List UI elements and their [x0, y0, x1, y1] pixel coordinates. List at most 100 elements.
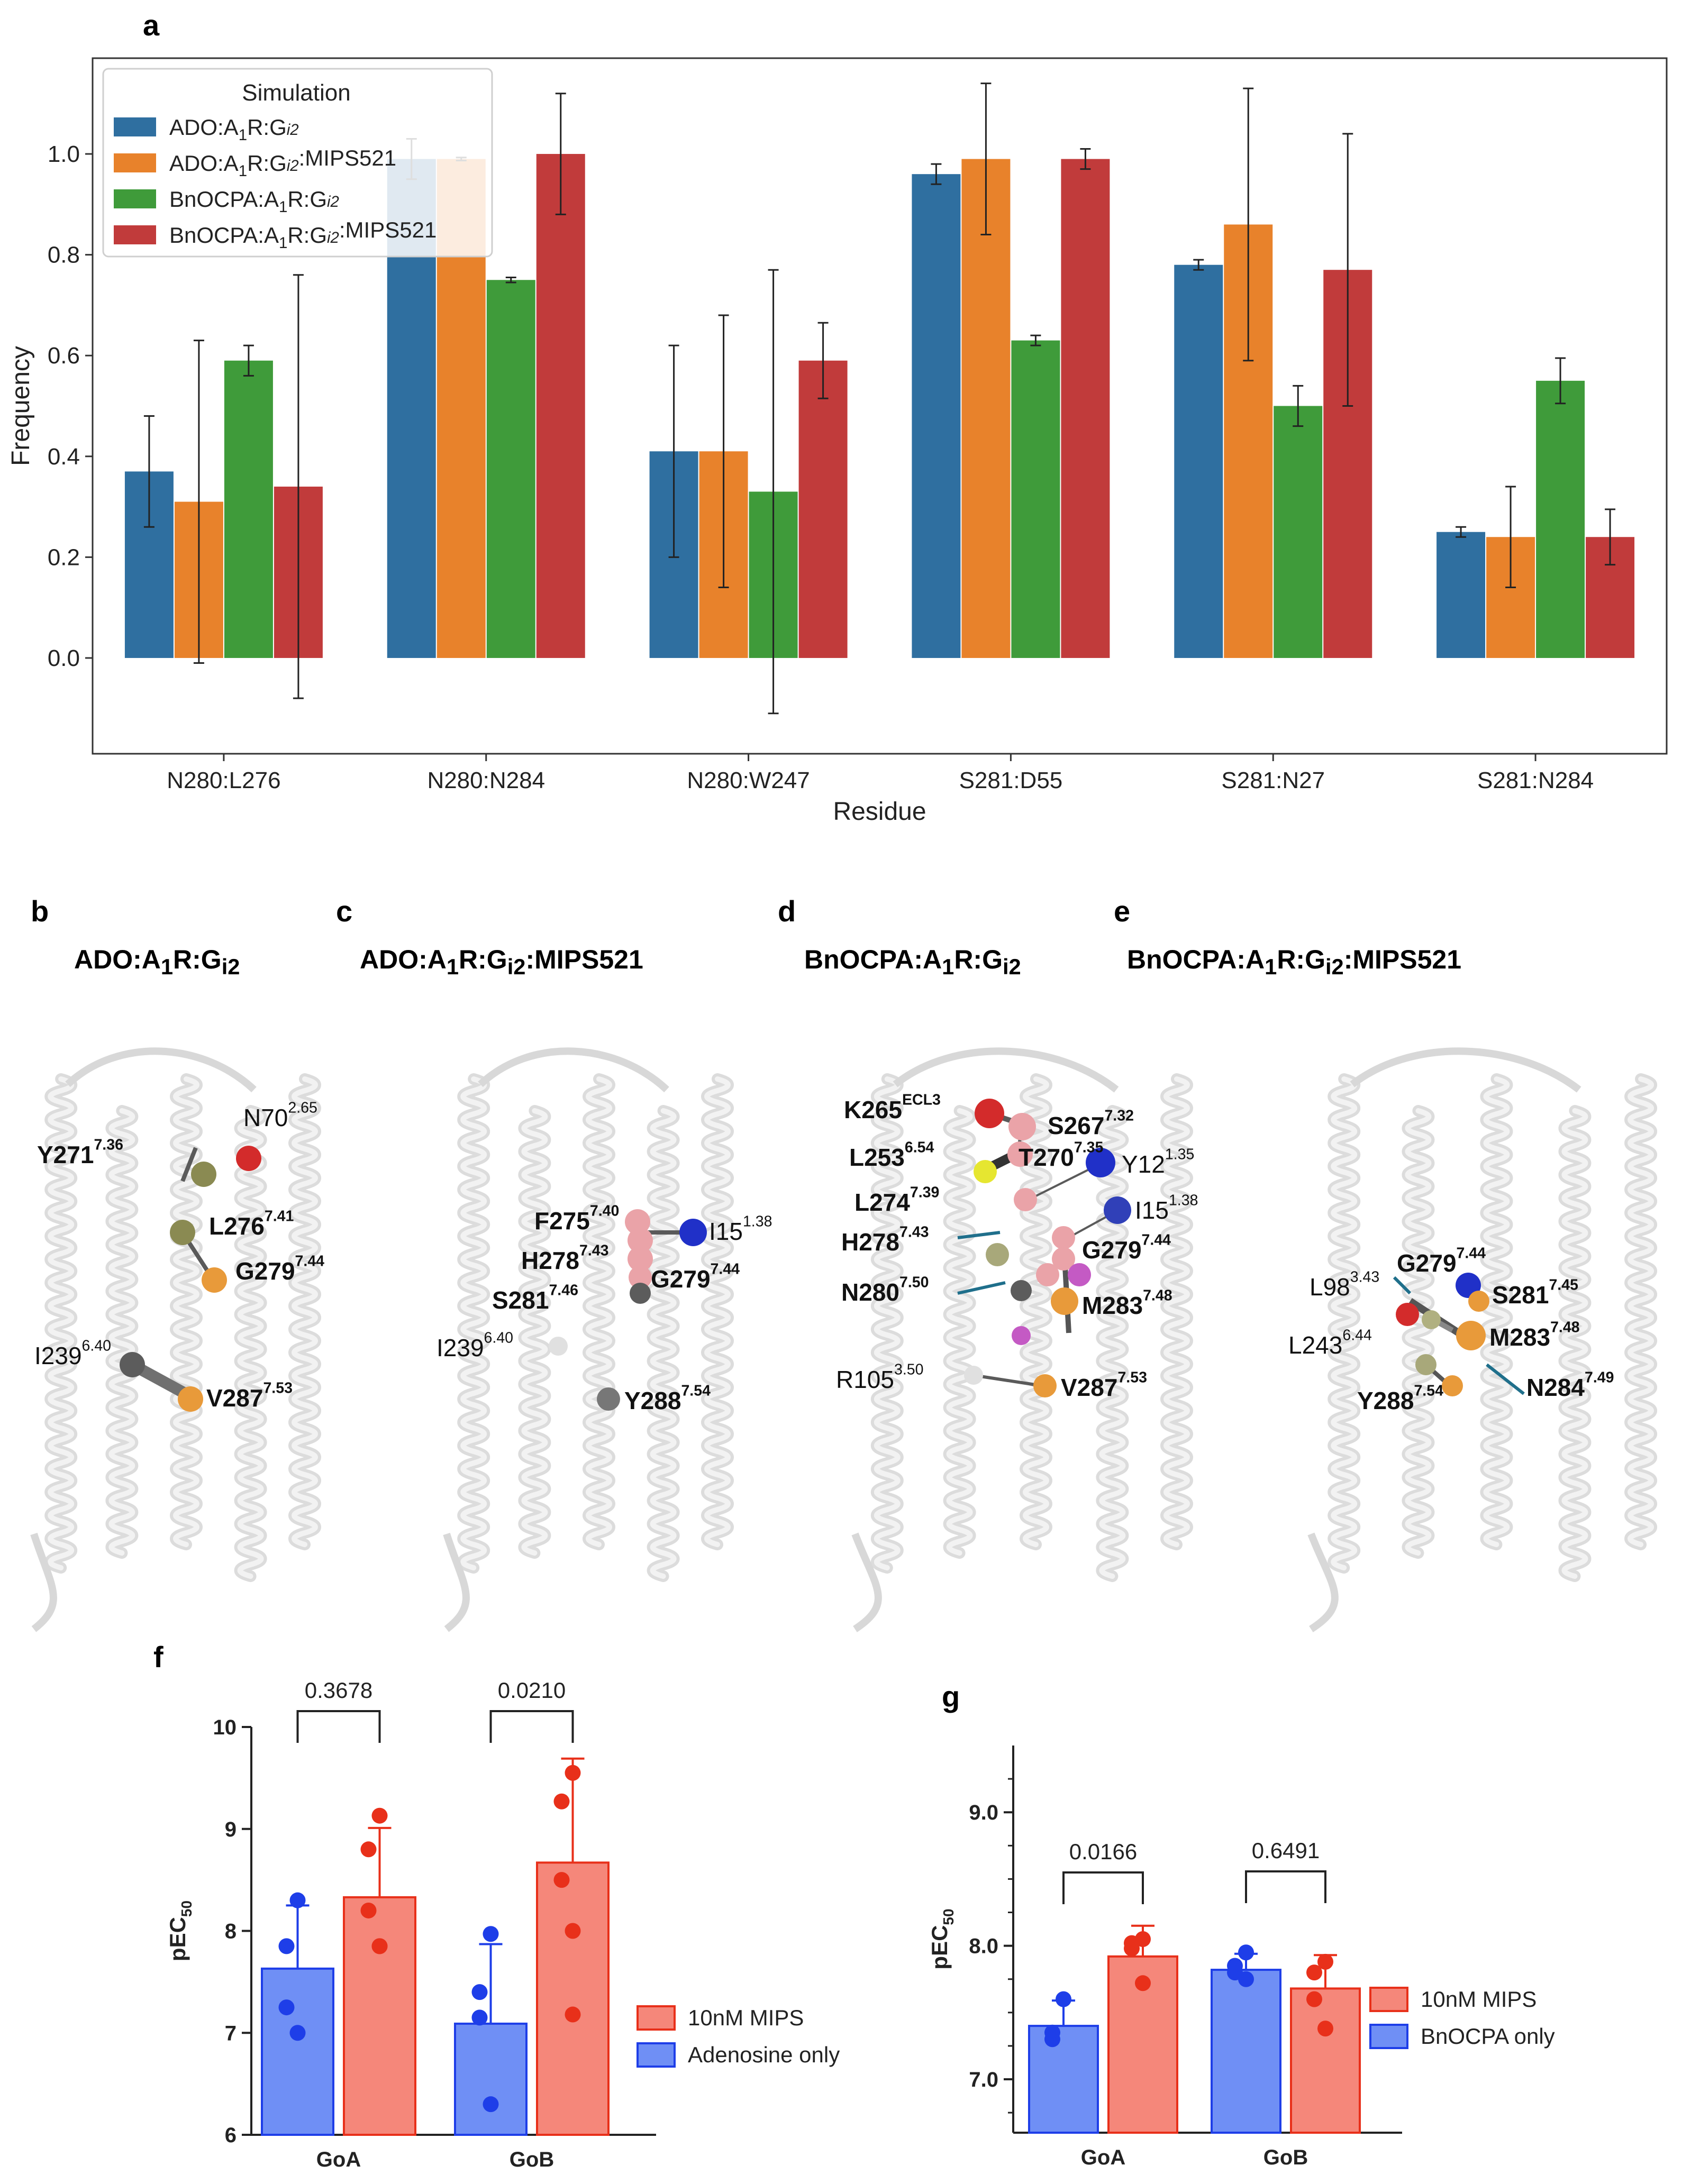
- significance-bracket: [296, 1710, 381, 1743]
- residue-sphere: [597, 1387, 620, 1411]
- residue-sphere: [629, 1266, 652, 1289]
- data-point: [565, 2006, 581, 2023]
- data-point: [553, 1793, 570, 1810]
- title-c: ADO:A1R:Gi2:MIPS521: [360, 945, 643, 979]
- residue-sphere: [191, 1162, 216, 1187]
- data-point: [360, 1902, 377, 1918]
- residue-sphere: [1008, 1113, 1036, 1140]
- helix-highlight: [1023, 1076, 1049, 1547]
- bar: [343, 1896, 416, 2136]
- residue-spheres: [957, 1099, 1131, 1397]
- data-point: [471, 1984, 488, 2000]
- data-point: [471, 2009, 488, 2026]
- panel-letter-e: e: [1114, 894, 1131, 928]
- data-point: [553, 1872, 570, 1888]
- bar: [1274, 406, 1323, 658]
- x-tick-label: GoB: [510, 2148, 554, 2171]
- residue-label: N702.65: [243, 1099, 317, 1131]
- residue-label: G2797.44: [235, 1253, 325, 1285]
- data-point: [1238, 1944, 1254, 1961]
- loop-ribbon: [893, 1047, 1119, 1093]
- x-tick-label: S281:N27: [1221, 767, 1325, 793]
- panel-letter-b: b: [31, 894, 49, 928]
- residue-sphere: [1442, 1375, 1463, 1396]
- y-tick-label: 0.4: [48, 444, 80, 470]
- residue-sphere: [1036, 1263, 1059, 1286]
- residue-sphere: [1068, 1263, 1091, 1286]
- data-point: [1044, 2031, 1060, 2048]
- residue-label: S2677.32: [1048, 1107, 1134, 1139]
- residue-sphere: [1104, 1196, 1131, 1224]
- panel-letter-d: d: [778, 894, 796, 928]
- residue-sphere: [202, 1267, 227, 1293]
- helix-highlight: [704, 1076, 731, 1547]
- plot-frame: [92, 57, 1668, 755]
- residue-sphere: [1422, 1310, 1441, 1329]
- helix-highlight: [946, 1108, 973, 1556]
- residue-sphere: [964, 1366, 983, 1385]
- y-tick-label: 9.0: [969, 1801, 998, 1824]
- residue-sphere: [1052, 1226, 1075, 1249]
- helix-highlight: [460, 1076, 487, 1570]
- residue-label: L2436.44: [1288, 1327, 1372, 1359]
- legend-swatch: [114, 117, 156, 136]
- data-point: [289, 1892, 306, 1908]
- legend-label: BnOCPA:A1R:Gi2: [169, 187, 339, 216]
- p-value-label: 0.0210: [498, 1678, 566, 1703]
- residue-label: Y121.35: [1122, 1146, 1195, 1178]
- residue-label: G2797.44: [1082, 1231, 1171, 1264]
- helix-highlight: [1628, 1076, 1654, 1547]
- y-tick-label: 0.2: [48, 544, 80, 570]
- residue-sphere: [1415, 1354, 1436, 1375]
- data-point: [360, 1841, 377, 1858]
- residue-sphere: [679, 1219, 707, 1246]
- bar: [1436, 532, 1486, 658]
- residue-label: K265ECL3: [844, 1091, 941, 1123]
- legend-swatch: [114, 225, 156, 244]
- legend-swatch: [114, 153, 156, 172]
- residue-label: I2396.40: [34, 1337, 112, 1369]
- residue-sphere: [1468, 1291, 1489, 1312]
- residue-label: I151.38: [709, 1213, 772, 1245]
- residue-sphere: [1052, 1247, 1075, 1271]
- bar: [536, 1861, 610, 2136]
- helix-highlight: [1483, 1076, 1510, 1547]
- residue-label: T2707.35: [1019, 1139, 1104, 1171]
- legend-label: 10nM MIPS: [1421, 1987, 1536, 2012]
- residue-sphere: [1012, 1326, 1031, 1345]
- residue-label: M2837.48: [1082, 1287, 1172, 1319]
- title-e: BnOCPA:A1R:Gi2:MIPS521: [1127, 945, 1462, 979]
- x-tick-label: GoA: [316, 2148, 361, 2171]
- loop-ribbon: [30, 1532, 57, 1632]
- residue-label: I2396.40: [437, 1329, 514, 1361]
- data-point: [1124, 1940, 1140, 1957]
- residue-label: N2847.49: [1526, 1369, 1614, 1401]
- bar: [454, 2022, 528, 2136]
- x-tick-label: GoB: [1263, 2146, 1308, 2169]
- residue-label: I151.38: [1135, 1192, 1198, 1224]
- data-point: [278, 1999, 295, 2016]
- residue-spheres: [549, 1209, 707, 1411]
- residue-sphere: [236, 1146, 261, 1171]
- x-axis-label: Residue: [833, 798, 926, 826]
- residue-sphere: [178, 1386, 203, 1412]
- residue-label: L983.43: [1310, 1268, 1380, 1301]
- helix-highlight: [1163, 1076, 1190, 1547]
- data-point: [1306, 1964, 1322, 1981]
- legend-label: ADO:A1R:Gi2:MIPS521: [169, 145, 396, 180]
- legend-swatch: [1369, 1987, 1408, 2012]
- helix-highlight: [173, 1076, 199, 1547]
- panel-letter-c: c: [336, 894, 353, 928]
- data-point: [1238, 1971, 1254, 1987]
- structure-panel-b: N702.65 Y2717.36 L2767.41 G2797.44 I2396…: [0, 1005, 339, 1640]
- y-tick-label: 0.0: [48, 645, 80, 671]
- legend-swatch: [637, 2042, 676, 2068]
- x-tick-label: S281:N284: [1477, 767, 1594, 793]
- legend-swatch: [114, 189, 156, 208]
- bar: [261, 1967, 334, 2136]
- helix-highlight: [108, 1108, 135, 1556]
- residue-label: Y2717.36: [37, 1136, 123, 1168]
- helix-highlight: [1561, 1108, 1588, 1579]
- data-point: [565, 1765, 581, 1781]
- residue-sphere: [986, 1243, 1009, 1266]
